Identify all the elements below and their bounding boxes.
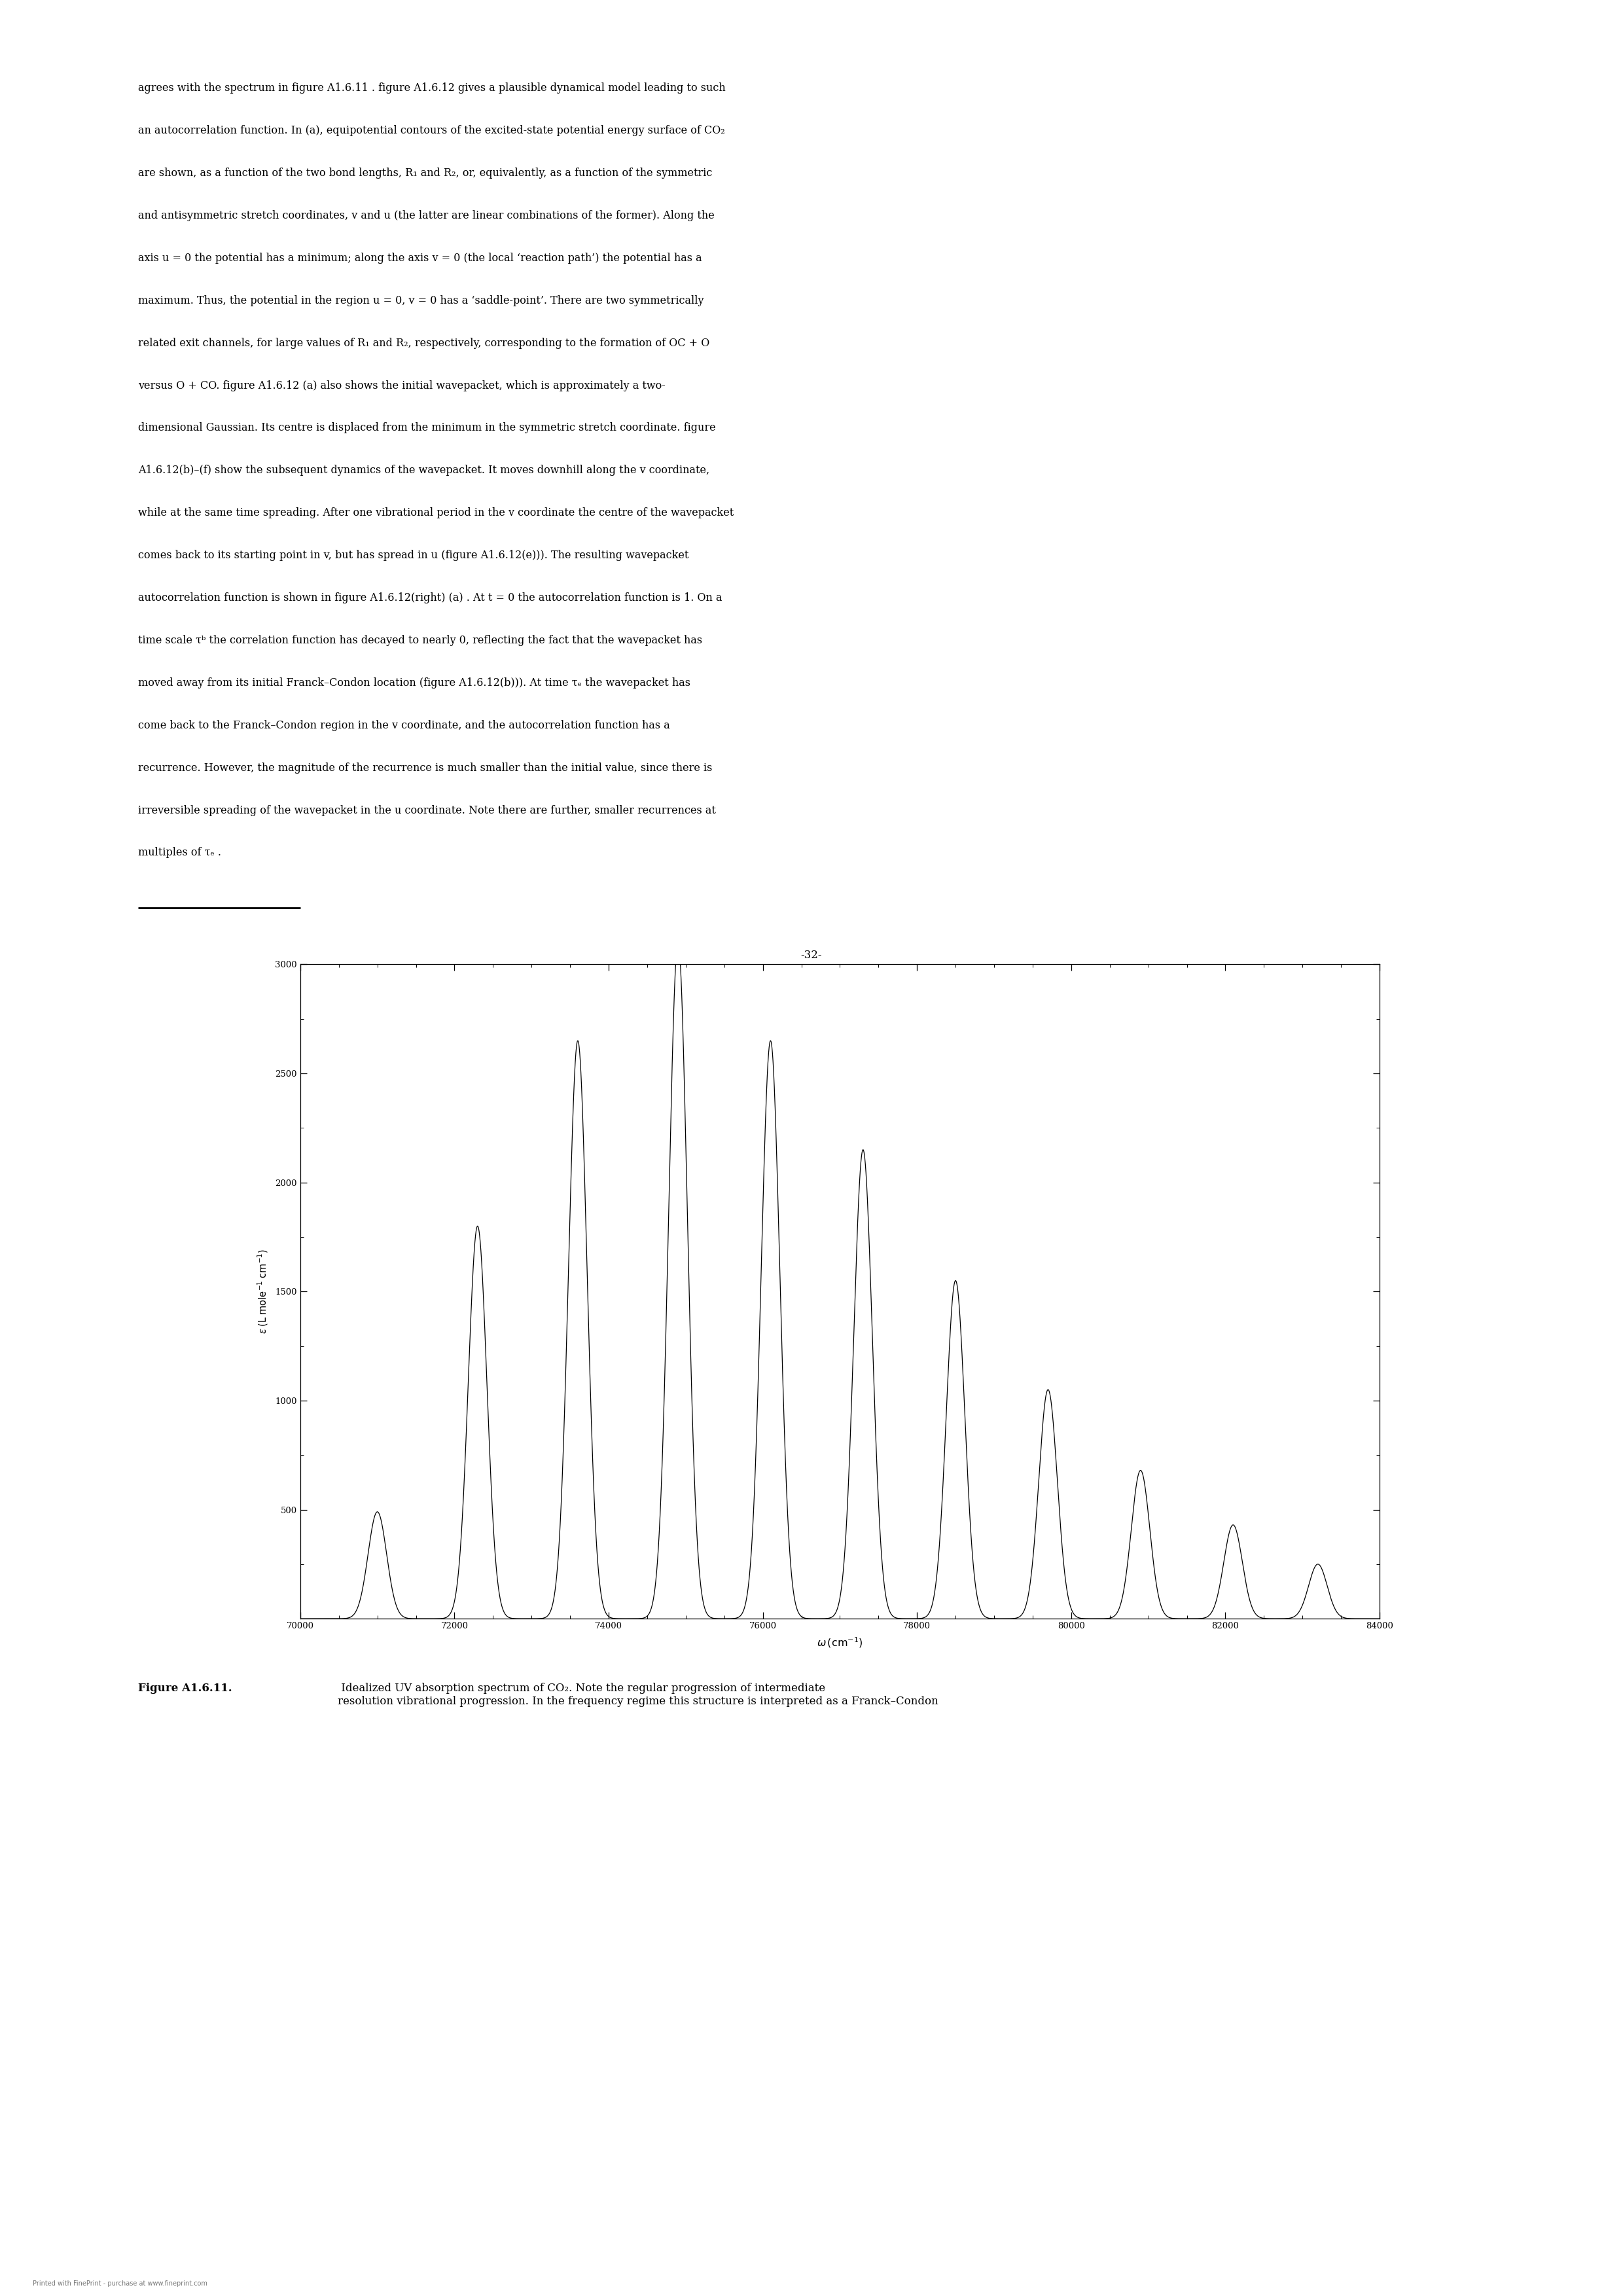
Y-axis label: $\varepsilon\;(\mathrm{L\;mole}^{-1}\;\mathrm{cm}^{-1})$: $\varepsilon\;(\mathrm{L\;mole}^{-1}\;\m… xyxy=(256,1249,269,1334)
Text: related exit channels, for large values of R₁ and R₂, respectively, correspondin: related exit channels, for large values … xyxy=(138,338,709,349)
Text: Printed with FinePrint - purchase at www.fineprint.com: Printed with FinePrint - purchase at www… xyxy=(32,2280,208,2287)
Text: comes back to its starting point in v, but has spread in u (figure A1.6.12(e))).: comes back to its starting point in v, b… xyxy=(138,551,688,560)
Text: agrees with the spectrum in figure A1.6.11 . figure A1.6.12 gives a plausible dy: agrees with the spectrum in figure A1.6.… xyxy=(138,83,725,94)
Text: dimensional Gaussian. Its centre is displaced from the minimum in the symmetric : dimensional Gaussian. Its centre is disp… xyxy=(138,422,716,434)
Text: while at the same time spreading. After one vibrational period in the v coordina: while at the same time spreading. After … xyxy=(138,507,734,519)
Text: recurrence. However, the magnitude of the recurrence is much smaller than the in: recurrence. However, the magnitude of th… xyxy=(138,762,712,774)
Text: come back to the Franck–Condon region in the v coordinate, and the autocorrelati: come back to the Franck–Condon region in… xyxy=(138,719,670,730)
Text: moved away from its initial Franck–Condon location (figure A1.6.12(b))). At time: moved away from its initial Franck–Condo… xyxy=(138,677,690,689)
Text: Idealized UV absorption spectrum of CO₂. Note the regular progression of interme: Idealized UV absorption spectrum of CO₂.… xyxy=(338,1683,938,1706)
Text: Figure A1.6.11.: Figure A1.6.11. xyxy=(138,1683,232,1694)
Text: axis u = 0 the potential has a minimum; along the axis v = 0 (the local ‘reactio: axis u = 0 the potential has a minimum; … xyxy=(138,253,701,264)
X-axis label: $\omega\,(\mathrm{cm}^{-1})$: $\omega\,(\mathrm{cm}^{-1})$ xyxy=(816,1635,863,1649)
Text: time scale τᵇ the correlation function has decayed to nearly 0, reflecting the f: time scale τᵇ the correlation function h… xyxy=(138,634,703,645)
Text: versus O + CO. figure A1.6.12 (a) also shows the initial wavepacket, which is ap: versus O + CO. figure A1.6.12 (a) also s… xyxy=(138,379,665,390)
Text: and antisymmetric stretch coordinates, v and u (the latter are linear combinatio: and antisymmetric stretch coordinates, v… xyxy=(138,209,714,220)
Text: autocorrelation function is shown in figure A1.6.12(right) (a) . At t = 0 the au: autocorrelation function is shown in fig… xyxy=(138,592,722,604)
Text: an autocorrelation function. In (a), equipotential contours of the excited-state: an autocorrelation function. In (a), equ… xyxy=(138,124,725,135)
Text: multiples of τₑ .: multiples of τₑ . xyxy=(138,847,221,859)
Text: irreversible spreading of the wavepacket in the u coordinate. Note there are fur: irreversible spreading of the wavepacket… xyxy=(138,806,716,815)
Text: A1.6.12(b)–(f) show the subsequent dynamics of the wavepacket. It moves downhill: A1.6.12(b)–(f) show the subsequent dynam… xyxy=(138,464,709,475)
Text: maximum. Thus, the potential in the region u = 0, v = 0 has a ‘saddle-point’. Th: maximum. Thus, the potential in the regi… xyxy=(138,296,704,305)
Text: -32-: -32- xyxy=(800,951,823,960)
Text: are shown, as a function of the two bond lengths, R₁ and R₂, or, equivalently, a: are shown, as a function of the two bond… xyxy=(138,168,712,179)
